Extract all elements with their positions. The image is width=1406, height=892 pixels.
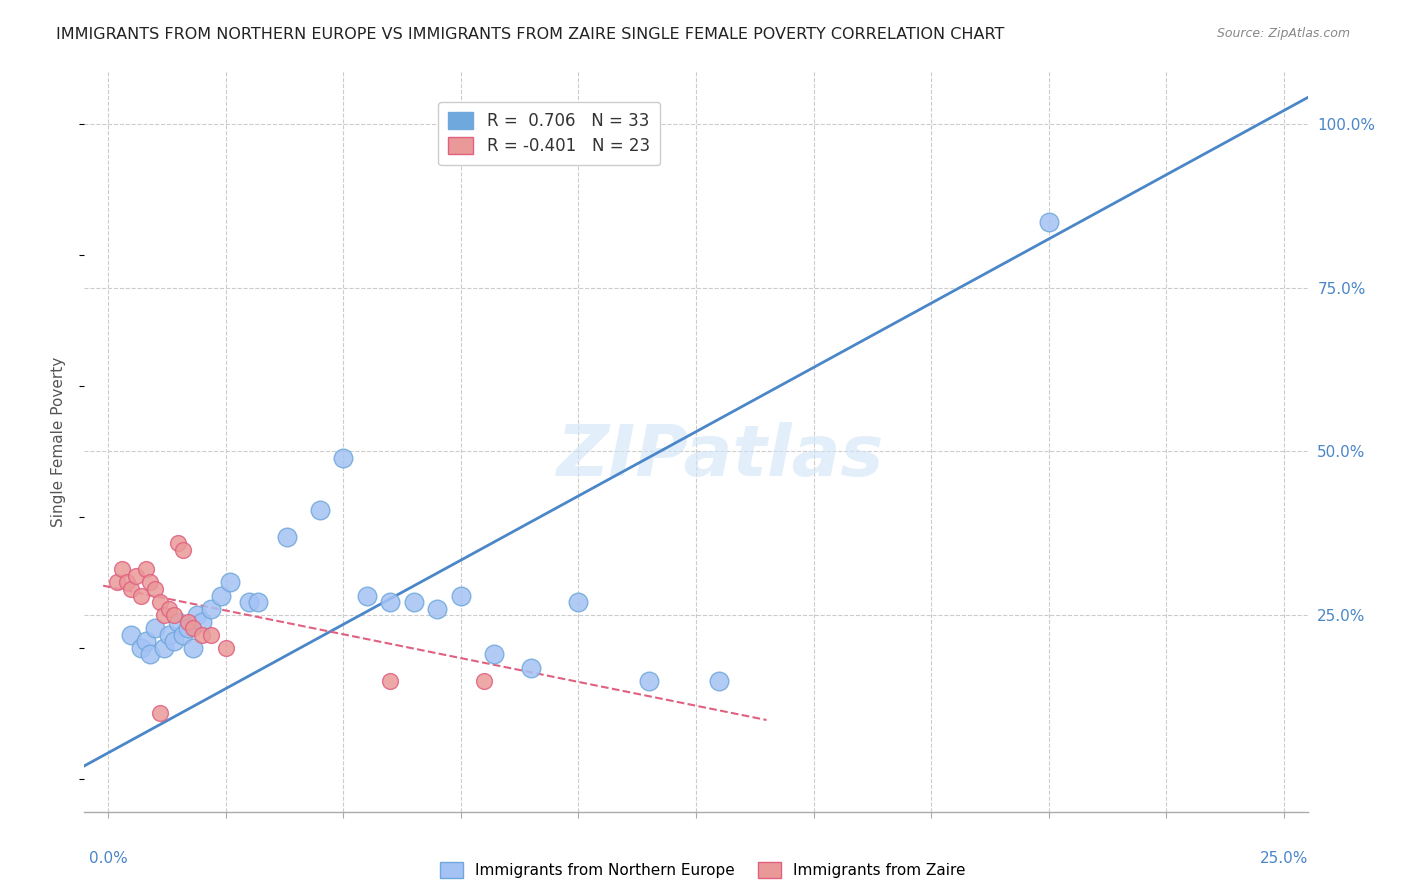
- Point: [172, 628, 194, 642]
- Legend: R =  0.706   N = 33, R = -0.401   N = 23: R = 0.706 N = 33, R = -0.401 N = 23: [439, 102, 659, 165]
- Point: [200, 601, 222, 615]
- Point: [472, 673, 495, 688]
- Point: [129, 640, 152, 655]
- Point: [120, 582, 142, 596]
- Point: [380, 595, 402, 609]
- Point: [143, 621, 166, 635]
- Point: [153, 608, 176, 623]
- Point: [380, 673, 402, 688]
- Point: [135, 634, 157, 648]
- Point: [191, 628, 214, 642]
- Point: [163, 608, 186, 623]
- Point: [163, 634, 186, 648]
- Point: [214, 640, 236, 655]
- Text: IMMIGRANTS FROM NORTHERN EUROPE VS IMMIGRANTS FROM ZAIRE SINGLE FEMALE POVERTY C: IMMIGRANTS FROM NORTHERN EUROPE VS IMMIG…: [56, 27, 1005, 42]
- Point: [219, 575, 242, 590]
- Point: [139, 575, 162, 590]
- Point: [238, 595, 260, 609]
- Point: [149, 595, 172, 609]
- Point: [115, 575, 138, 590]
- Point: [172, 542, 194, 557]
- Point: [426, 601, 449, 615]
- Point: [157, 628, 180, 642]
- Point: [181, 640, 204, 655]
- Point: [356, 589, 378, 603]
- Point: [120, 628, 142, 642]
- Point: [332, 450, 354, 465]
- Point: [167, 536, 190, 550]
- Point: [139, 648, 162, 662]
- Point: [153, 640, 176, 655]
- Point: [247, 595, 270, 609]
- Point: [167, 615, 190, 629]
- Point: [129, 589, 152, 603]
- Point: [186, 608, 208, 623]
- Point: [157, 601, 180, 615]
- Point: [450, 589, 472, 603]
- Text: ZIPatlas: ZIPatlas: [557, 422, 884, 491]
- Point: [1038, 215, 1060, 229]
- Point: [143, 582, 166, 596]
- Point: [135, 562, 157, 576]
- Point: [105, 575, 128, 590]
- Point: [149, 706, 172, 721]
- Point: [638, 673, 661, 688]
- Point: [125, 569, 148, 583]
- Point: [482, 648, 505, 662]
- Text: 0.0%: 0.0%: [89, 851, 128, 865]
- Point: [402, 595, 425, 609]
- Y-axis label: Single Female Poverty: Single Female Poverty: [51, 357, 66, 526]
- Point: [191, 615, 214, 629]
- Point: [177, 621, 200, 635]
- Point: [709, 673, 731, 688]
- Point: [308, 503, 330, 517]
- Point: [177, 615, 200, 629]
- Point: [181, 621, 204, 635]
- Point: [520, 660, 543, 674]
- Text: Source: ZipAtlas.com: Source: ZipAtlas.com: [1216, 27, 1350, 40]
- Text: 25.0%: 25.0%: [1260, 851, 1308, 865]
- Point: [200, 628, 222, 642]
- Point: [111, 562, 134, 576]
- Legend: Immigrants from Northern Europe, Immigrants from Zaire: Immigrants from Northern Europe, Immigra…: [434, 856, 972, 884]
- Point: [209, 589, 232, 603]
- Point: [567, 595, 589, 609]
- Point: [276, 530, 298, 544]
